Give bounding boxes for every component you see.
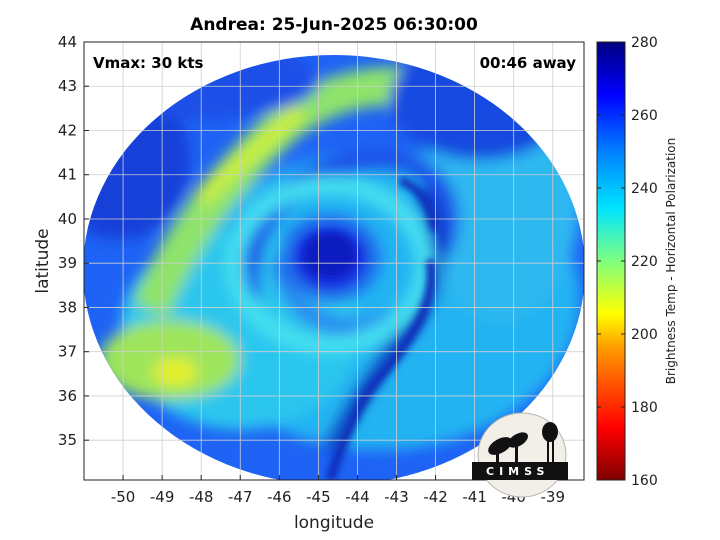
x-tick-label: -48 [189,488,214,506]
x-tick-label: -50 [111,488,136,506]
y-tick-label: 44 [58,33,77,51]
colorbar-ticks: 160 180 200 220 240 260 280 [597,35,658,489]
x-axis-ticks: -50 -49 -48 -47 -46 -45 -44 -43 -42 -41 -40 -39 [111,475,565,506]
satellite-dish-icon [488,432,528,462]
x-axis-label: longitude [294,513,374,533]
y-tick-label: 35 [58,431,77,449]
grid-lines [84,42,584,480]
x-tick-label: -42 [423,488,448,506]
y-tick-label: 42 [58,121,77,139]
colorbar-tick-label: 280 [631,35,658,51]
y-axis-ticks: 35 36 37 38 39 40 41 42 43 44 [58,33,89,449]
colorbar-gradient [596,41,626,481]
water-tower-icon [542,422,558,462]
x-tick-label: -47 [228,488,253,506]
colorbar: 160 180 200 220 240 260 280 Brightness Temp - … [596,35,678,489]
colorbar-tick-label: 260 [631,108,658,124]
x-tick-label: -41 [462,488,487,506]
y-tick-label: 40 [58,210,77,228]
y-tick-label: 39 [58,254,77,272]
y-axis-label: latitude [33,228,53,293]
cimss-logo: CIMSS [472,412,568,498]
vmax-label: Vmax: 30 kts [93,54,203,72]
colorbar-tick-label: 180 [631,400,658,416]
colorbar-label: Brightness Temp - Horizontal Polarizatio… [664,138,678,385]
x-tick-label: -46 [267,488,292,506]
colorbar-tick-label: 160 [631,473,658,489]
x-tick-label: -43 [384,488,409,506]
x-tick-label: -44 [345,488,370,506]
y-tick-label: 38 [58,298,77,316]
colorbar-tick-label: 220 [631,254,658,270]
x-tick-label: -45 [306,488,331,506]
x-tick-label: -39 [541,488,566,506]
colorbar-tick-label: 240 [631,181,658,197]
colorbar-tick-label: 200 [631,327,658,343]
x-tick-label: -49 [150,488,175,506]
y-tick-label: 41 [58,166,77,184]
plot-area [84,42,584,480]
figure-title: Andrea: 25-Jun-2025 06:30:00 [190,15,478,35]
y-tick-label: 43 [58,77,77,95]
time-away-label: 00:46 away [480,54,577,72]
y-tick-label: 36 [58,387,77,405]
plot-frame [83,41,585,481]
y-tick-label: 37 [58,343,77,361]
logo-text: CIMSS [486,465,549,478]
